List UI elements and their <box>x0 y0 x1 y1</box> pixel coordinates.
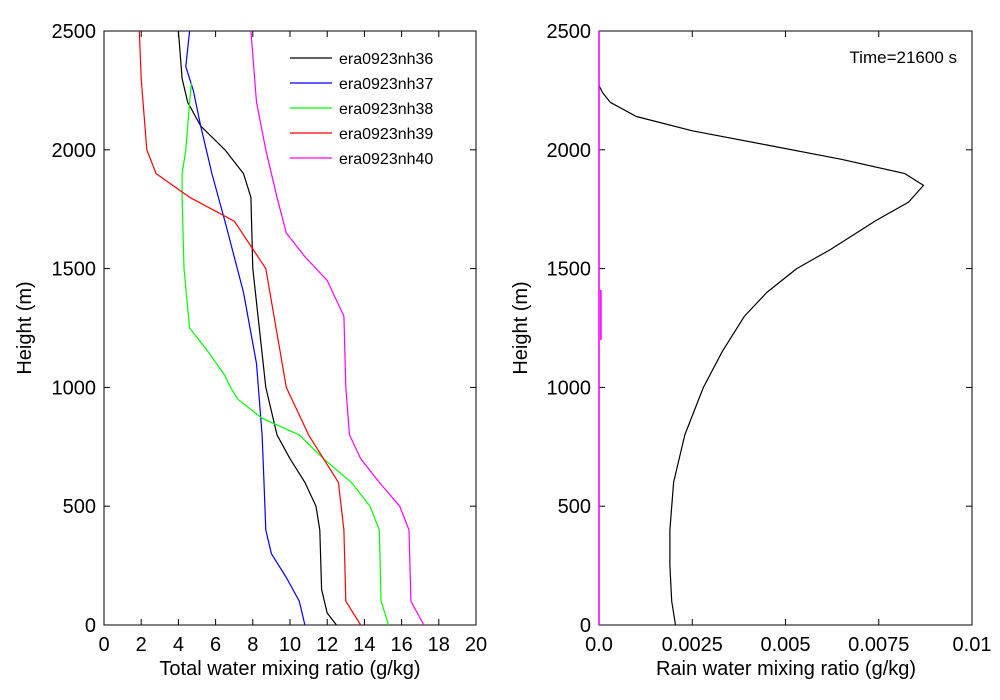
left-x-tick-label: 20 <box>465 634 487 656</box>
left-chart-panel: 0 2 4 6 8 10 12 14 16 18 20 0 500 1000 1500 2000 2500 er… <box>14 21 487 680</box>
left-y-tick-label: 2000 <box>52 140 97 162</box>
legend-label-era0923nh40: era0923nh40 <box>339 151 433 168</box>
left-series-group <box>138 30 425 626</box>
right-y-tick-label: 2500 <box>547 21 592 43</box>
left-x-tick-label: 0 <box>98 634 109 656</box>
right-x-tick-label: 0.0075 <box>848 634 909 656</box>
left-x-tick-label: 18 <box>428 634 450 656</box>
left-x-axis-title: Total water mixing ratio (g/kg) <box>159 658 420 680</box>
legend-label-era0923nh39: era0923nh39 <box>339 126 433 143</box>
right-y-tick-label: 1500 <box>547 259 592 281</box>
right-y-tick-label: 500 <box>558 496 591 518</box>
right-x-tick-label: 0.0 <box>585 634 613 656</box>
left-x-tick-label: 16 <box>390 634 412 656</box>
legend-label-era0923nh37: era0923nh37 <box>339 76 433 93</box>
series-line-era0923nh37 <box>185 30 306 626</box>
right-plot-frame <box>598 30 973 626</box>
left-y-tick-label: 1500 <box>52 259 97 281</box>
legend: era0923nh36 era0923nh37 era0923nh38 era0923… <box>290 51 433 168</box>
series-line-era0923nh40 <box>250 30 425 626</box>
left-x-tick-label: 14 <box>353 634 375 656</box>
right-y-tick-label: 0 <box>580 615 591 637</box>
right-series-line-0 <box>598 85 925 626</box>
left-y-tick-label: 0 <box>85 615 96 637</box>
left-x-tick-label: 12 <box>316 634 338 656</box>
left-x-tick-label: 4 <box>173 634 184 656</box>
right-x-tick-label: 0.005 <box>760 634 810 656</box>
right-x-tick-label: 0.0025 <box>662 634 723 656</box>
left-y-tick-label: 2500 <box>52 21 97 43</box>
right-chart-panel: 0.0 0.0025 0.005 0.0075 0.01 0 500 1000 1500 2000… <box>510 21 991 680</box>
right-x-tick-label: 0.01 <box>953 634 992 656</box>
right-series-group <box>598 31 925 626</box>
left-x-tick-label: 8 <box>247 634 258 656</box>
right-y-tick-label: 1000 <box>547 377 592 399</box>
left-y-tick-label: 1000 <box>52 377 97 399</box>
right-axis-ticks: 0.0 0.0025 0.005 0.0075 0.01 0 500 1000 1500 2000… <box>547 21 992 656</box>
left-y-axis-title: Height (m) <box>14 281 36 374</box>
right-x-axis-title: Rain water mixing ratio (g/kg) <box>656 658 916 680</box>
series-line-era0923nh36 <box>177 30 337 626</box>
left-x-tick-label: 6 <box>210 634 221 656</box>
right-y-axis-title: Height (m) <box>510 281 532 374</box>
left-axis-ticks: 0 2 4 6 8 10 12 14 16 18 20 0 500 1000 1500 2000 2500 <box>52 21 488 656</box>
legend-label-era0923nh36: era0923nh36 <box>339 51 433 68</box>
time-annotation: Time=21600 s <box>849 48 957 67</box>
legend-label-era0923nh38: era0923nh38 <box>339 101 433 118</box>
right-y-tick-label: 2000 <box>547 140 592 162</box>
left-y-tick-label: 500 <box>63 496 96 518</box>
series-line-era0923nh39 <box>138 30 362 626</box>
left-x-tick-label: 2 <box>136 634 147 656</box>
left-plot-frame <box>103 30 477 626</box>
series-line-era0923nh38 <box>181 83 390 626</box>
left-x-tick-label: 10 <box>279 634 301 656</box>
